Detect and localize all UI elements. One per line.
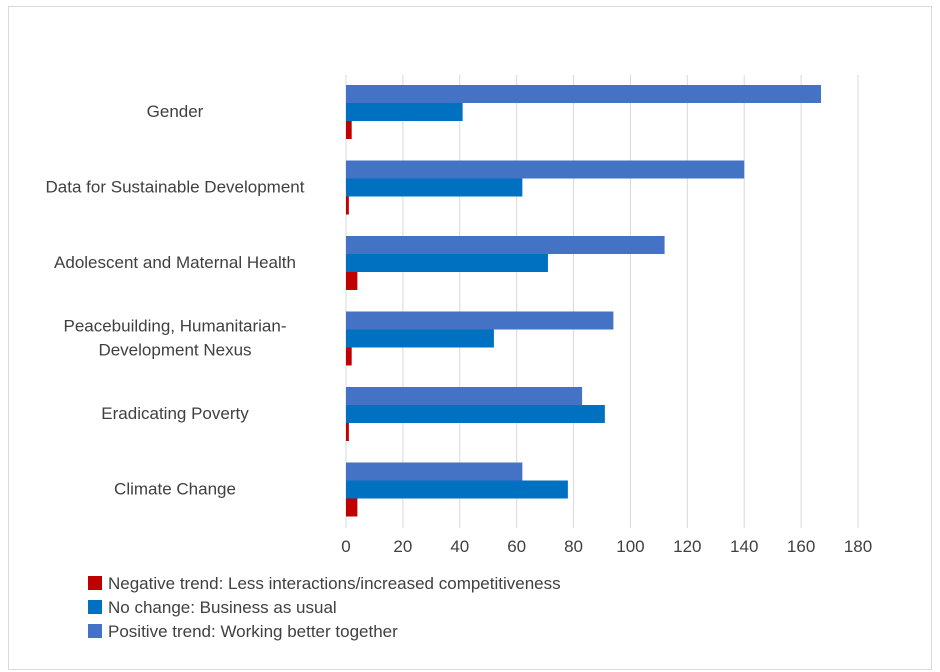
bar: [346, 236, 665, 254]
bar: [346, 272, 358, 290]
legend-swatch: [88, 576, 102, 590]
legend-swatch: [88, 624, 102, 638]
bars: [346, 85, 822, 517]
bar: [346, 254, 548, 272]
category-label: Climate Change: [114, 479, 236, 498]
x-tick-label: 20: [393, 537, 412, 556]
gridlines: [345, 75, 859, 528]
bar: [346, 387, 583, 405]
bar: [346, 85, 822, 103]
legend-label: No change: Business as usual: [108, 598, 337, 617]
bar: [346, 178, 523, 197]
bar: [346, 480, 568, 499]
category-labels: Gender Data for Sustainable Development Ad…: [46, 102, 305, 499]
x-tick-label: 0: [341, 537, 350, 556]
x-tick-label: 180: [844, 537, 872, 556]
legend-swatch: [88, 600, 102, 614]
x-tick-label: 40: [450, 537, 469, 556]
category-label: Peacebuilding, Humanitarian-: [63, 316, 286, 335]
x-tick-label: 120: [673, 537, 701, 556]
category-label: Gender: [147, 102, 204, 121]
category-label: Data for Sustainable Development: [46, 177, 305, 196]
bar: [346, 498, 358, 517]
x-tick-label: 140: [730, 537, 758, 556]
x-tick-label: 80: [564, 537, 583, 556]
category-label: Eradicating Poverty: [101, 404, 249, 423]
bar: [346, 329, 494, 348]
bar: [346, 196, 349, 215]
bar: [346, 103, 463, 121]
bar: [346, 462, 523, 481]
category-label: Development Nexus: [98, 340, 251, 359]
legend-label: Negative trend: Less interactions/increa…: [108, 574, 561, 593]
x-tick-label: 160: [787, 537, 815, 556]
bar: [346, 121, 352, 139]
legend-label: Positive trend: Working better together: [108, 622, 398, 641]
x-tick-label: 100: [616, 537, 644, 556]
legend: Negative trend: Less interactions/increa…: [88, 574, 561, 641]
bar: [346, 160, 745, 179]
bar: [346, 347, 352, 366]
bar: [346, 311, 614, 330]
x-axis-tick-labels: 0 20 40 60 80 100 120 140 160 180: [341, 537, 872, 556]
bar: [346, 405, 605, 423]
category-label: Adolescent and Maternal Health: [54, 253, 296, 272]
x-tick-label: 60: [507, 537, 526, 556]
bar: [346, 423, 349, 441]
